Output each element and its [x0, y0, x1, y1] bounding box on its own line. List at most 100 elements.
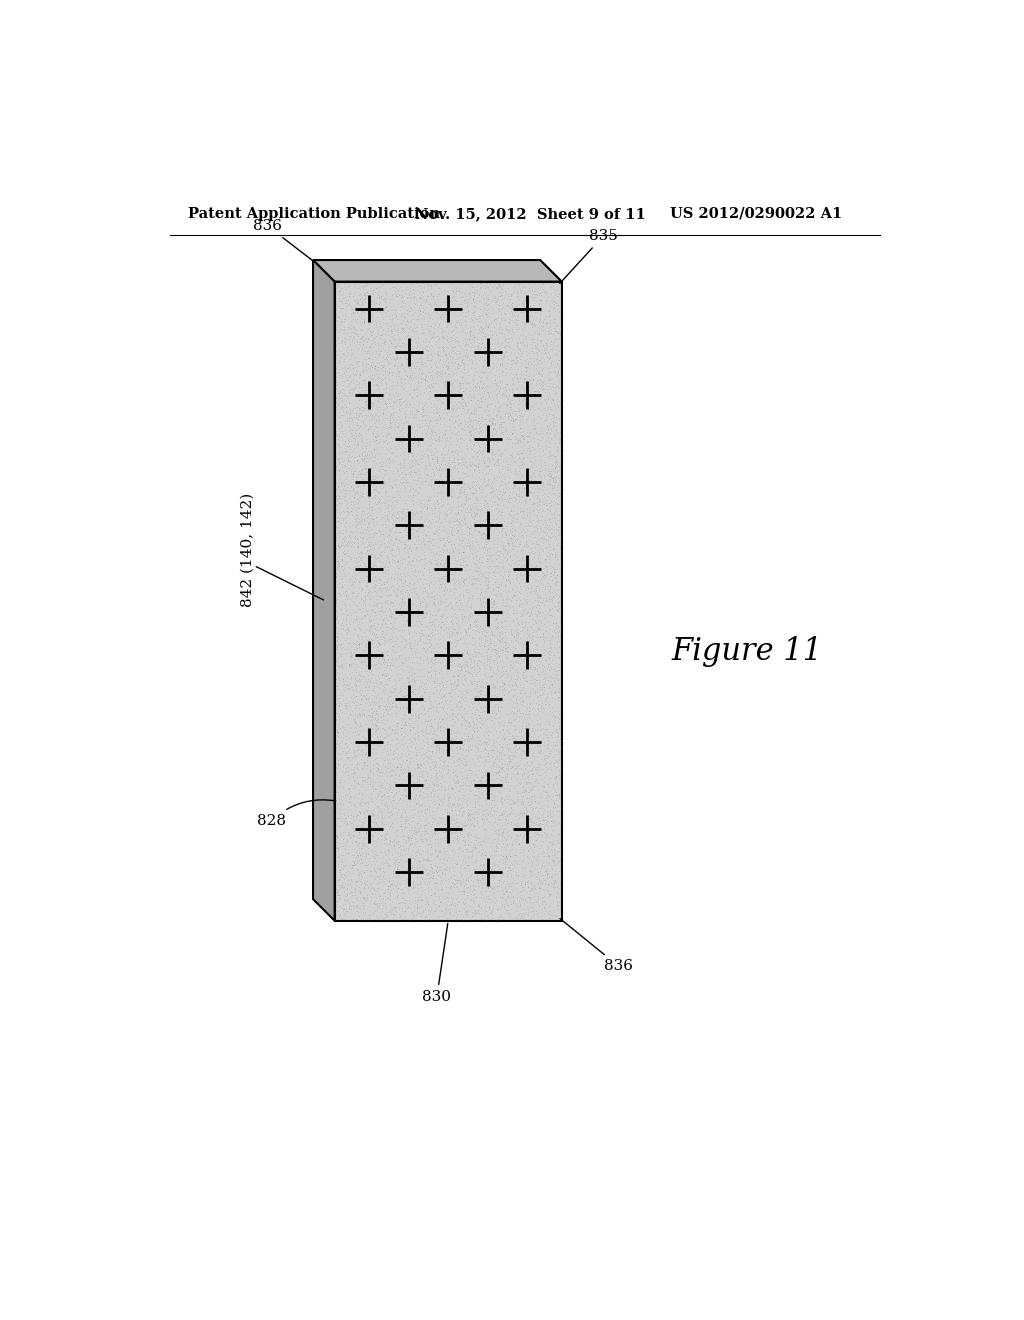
Point: [417, 599, 433, 620]
Point: [412, 903, 428, 924]
Point: [512, 384, 528, 405]
Point: [541, 846, 557, 867]
Point: [403, 693, 420, 714]
Point: [439, 645, 456, 667]
Point: [345, 494, 361, 515]
Point: [512, 301, 528, 322]
Point: [402, 367, 419, 388]
Point: [548, 428, 564, 449]
Point: [451, 598, 467, 619]
Point: [475, 381, 492, 403]
Point: [351, 422, 368, 444]
Point: [372, 601, 388, 622]
Point: [422, 867, 438, 888]
Point: [348, 675, 365, 696]
Point: [400, 729, 417, 750]
Point: [418, 605, 434, 626]
Point: [412, 416, 428, 437]
Point: [461, 770, 477, 791]
Point: [489, 688, 506, 709]
Point: [541, 496, 557, 517]
Point: [526, 659, 543, 680]
Point: [454, 545, 470, 566]
Point: [519, 504, 536, 525]
Point: [349, 814, 366, 836]
Point: [458, 490, 474, 511]
Point: [449, 634, 465, 655]
Point: [465, 418, 481, 440]
Point: [352, 587, 369, 609]
Point: [507, 614, 523, 635]
Point: [413, 368, 429, 389]
Point: [386, 470, 402, 491]
Point: [384, 797, 400, 818]
Point: [535, 319, 551, 341]
Point: [341, 280, 357, 301]
Point: [356, 755, 373, 776]
Point: [356, 582, 373, 603]
Point: [532, 314, 549, 335]
Point: [550, 750, 566, 771]
Point: [526, 639, 543, 660]
Point: [351, 397, 368, 418]
Point: [431, 715, 447, 737]
Point: [497, 330, 513, 351]
Point: [399, 750, 416, 771]
Point: [499, 734, 515, 755]
Point: [523, 861, 540, 882]
Point: [415, 677, 431, 698]
Point: [521, 908, 538, 929]
Point: [374, 486, 390, 507]
Point: [552, 729, 568, 750]
Point: [425, 758, 441, 779]
Point: [334, 577, 350, 598]
Point: [466, 330, 482, 351]
Point: [413, 429, 429, 450]
Point: [494, 587, 510, 609]
Point: [478, 399, 495, 420]
Point: [512, 500, 528, 521]
Point: [553, 565, 569, 586]
Point: [384, 743, 400, 764]
Point: [353, 704, 370, 725]
Point: [461, 804, 477, 825]
Point: [414, 447, 430, 469]
Point: [354, 810, 371, 832]
Point: [331, 735, 347, 756]
Point: [542, 599, 558, 620]
Point: [339, 781, 355, 803]
Point: [548, 767, 564, 788]
Point: [552, 429, 568, 450]
Point: [421, 601, 437, 622]
Point: [450, 770, 466, 791]
Point: [495, 735, 511, 756]
Point: [437, 343, 454, 364]
Point: [469, 807, 485, 828]
Point: [403, 289, 420, 310]
Point: [523, 466, 540, 487]
Point: [351, 364, 368, 385]
Point: [348, 352, 365, 374]
Point: [511, 710, 527, 731]
Point: [524, 719, 541, 741]
Point: [441, 796, 458, 817]
Point: [428, 552, 444, 573]
Point: [391, 399, 408, 420]
Point: [361, 622, 378, 643]
Point: [332, 521, 348, 543]
Point: [461, 447, 477, 469]
Point: [403, 549, 420, 570]
Point: [409, 849, 425, 870]
Point: [337, 638, 353, 659]
Point: [422, 612, 438, 634]
Point: [457, 767, 473, 788]
Point: [426, 793, 442, 814]
Point: [371, 544, 387, 565]
Point: [338, 865, 354, 886]
Point: [475, 318, 492, 339]
Point: [499, 636, 515, 657]
Point: [514, 694, 530, 715]
Point: [368, 760, 384, 781]
Point: [417, 799, 433, 820]
Point: [482, 482, 499, 503]
